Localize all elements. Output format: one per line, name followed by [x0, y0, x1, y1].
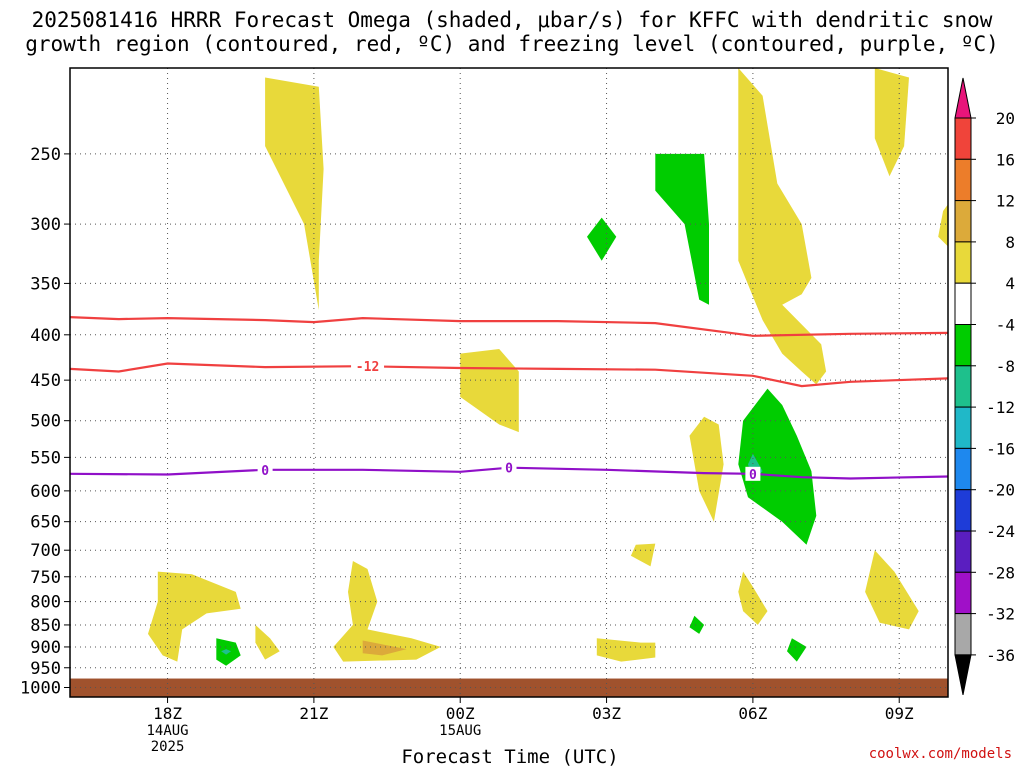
omega-region-3 [874, 68, 909, 177]
footer-credit[interactable]: coolwx.com/models [868, 746, 1012, 762]
colorbar-box-10 [954, 530, 972, 573]
y-tick-label-550: 550 [30, 448, 61, 468]
x-tick-label-24-1: 15AUG [439, 723, 481, 739]
contour-label-2: 0 [505, 462, 513, 477]
ground-fill [70, 678, 948, 697]
x-tick-label-21-0: 21Z [299, 704, 328, 723]
y-tick-label-250: 250 [30, 145, 61, 165]
omega-region-7 [148, 571, 241, 662]
x-axis-title: Forecast Time (UTC) [401, 746, 619, 768]
colorbar-label-8: -16 [986, 439, 1015, 458]
contour-label-bg-2 [501, 460, 517, 475]
y-tick-label-500: 500 [30, 412, 61, 432]
y-tick-label-600: 600 [30, 482, 61, 502]
y-tick-label-450: 450 [30, 371, 61, 391]
colorbar-label-9: -20 [986, 481, 1015, 500]
omega-region-2 [738, 68, 827, 385]
contour-label-0: -12 [356, 360, 379, 375]
colorbar-box-3 [954, 241, 972, 284]
contour-label-bg-0 [351, 359, 385, 374]
omega-region-12 [865, 550, 919, 630]
y-tick-label-850: 850 [30, 616, 61, 636]
contour-line-1 [70, 316, 948, 337]
y-tick-label-750: 750 [30, 568, 61, 588]
x-tick-label-18-0: 18Z [153, 704, 182, 723]
y-tick-label-900: 900 [30, 638, 61, 658]
omega-region-13 [362, 640, 407, 656]
plot-area: -12 0 0 0 [70, 68, 948, 697]
colorbar-box-6 [954, 365, 972, 408]
y-tick-label-400: 400 [30, 326, 61, 346]
omega-region-10 [596, 638, 656, 662]
colorbar-label-7: -12 [986, 398, 1015, 417]
colorbar-label-2: 12 [996, 192, 1015, 211]
omega-region-0 [265, 77, 324, 310]
chart-title: 2025081416 HRRR Forecast Omega (shaded, … [0, 8, 1024, 56]
contour-label-bg-3 [745, 466, 761, 481]
y-tick-label-350: 350 [30, 274, 61, 294]
contour-line-0 [70, 362, 948, 388]
y-tick-label-1000: 1000 [20, 678, 61, 698]
x-tick-label-18-1: 14AUG [146, 723, 188, 739]
colorbar-box-12 [954, 613, 972, 656]
colorbar-label-3: 8 [1005, 233, 1015, 252]
colorbar-box-1 [954, 158, 972, 202]
omega-region-8 [255, 624, 280, 660]
y-tick-label-700: 700 [30, 541, 61, 561]
colorbar-box-0 [954, 117, 972, 160]
colorbar-label-1: 16 [996, 150, 1015, 169]
x-tick-label-33-0: 09Z [885, 704, 914, 723]
colorbar-box-4 [954, 282, 972, 326]
x-tick-label-24-0: 00Z [446, 704, 475, 723]
colorbar-label-5: -4 [996, 316, 1015, 335]
omega-region-17 [738, 388, 817, 545]
omega-region-1 [460, 349, 519, 433]
plot-frame [69, 67, 949, 698]
x-tick-label-30-0: 06Z [738, 704, 767, 723]
y-tick-label-800: 800 [30, 593, 61, 613]
contour-label-3: 0 [749, 468, 757, 483]
omega-region-15 [587, 217, 617, 261]
colorbar-box-7 [954, 406, 972, 449]
contour-label-bg-1 [257, 462, 273, 477]
colorbar-box-8 [954, 447, 972, 491]
colorbar-label-13: -36 [986, 646, 1015, 665]
omega-region-4 [938, 204, 948, 247]
colorbar-bottom-arrow [954, 654, 972, 695]
chart-title-line2: growth region (contoured, red, ºC) and f… [25, 32, 999, 56]
chart-title-line1: 2025081416 HRRR Forecast Omega (shaded, … [31, 8, 993, 32]
colorbar-label-6: -8 [996, 357, 1015, 376]
y-tick-label-650: 650 [30, 513, 61, 533]
y-tick-label-300: 300 [30, 215, 61, 235]
omega-region-5 [689, 416, 724, 522]
y-tick-label-950: 950 [30, 659, 61, 679]
contour-line-2 [70, 466, 948, 480]
colorbar-box-5 [954, 324, 972, 367]
colorbar-box-2 [954, 200, 972, 243]
omega-region-9 [333, 561, 441, 662]
x-tick-label-27-0: 03Z [592, 704, 621, 723]
contour-label-1: 0 [261, 464, 269, 479]
colorbar-label-4: 4 [1005, 274, 1015, 293]
colorbar-label-12: -32 [986, 605, 1015, 624]
x-tick-label-18-2: 2025 [151, 739, 185, 755]
omega-region-6 [630, 543, 656, 567]
colorbar-top-arrow [954, 77, 972, 119]
colorbar-label-11: -28 [986, 563, 1015, 582]
omega-region-19 [787, 638, 807, 662]
colorbar-box-9 [954, 489, 972, 532]
omega-region-18 [689, 615, 705, 634]
colorbar-label-0: 20 [996, 109, 1015, 128]
omega-region-21 [221, 649, 231, 655]
colorbar-box-11 [954, 571, 972, 615]
omega-region-16 [655, 153, 709, 305]
colorbar-label-10: -24 [986, 522, 1015, 541]
